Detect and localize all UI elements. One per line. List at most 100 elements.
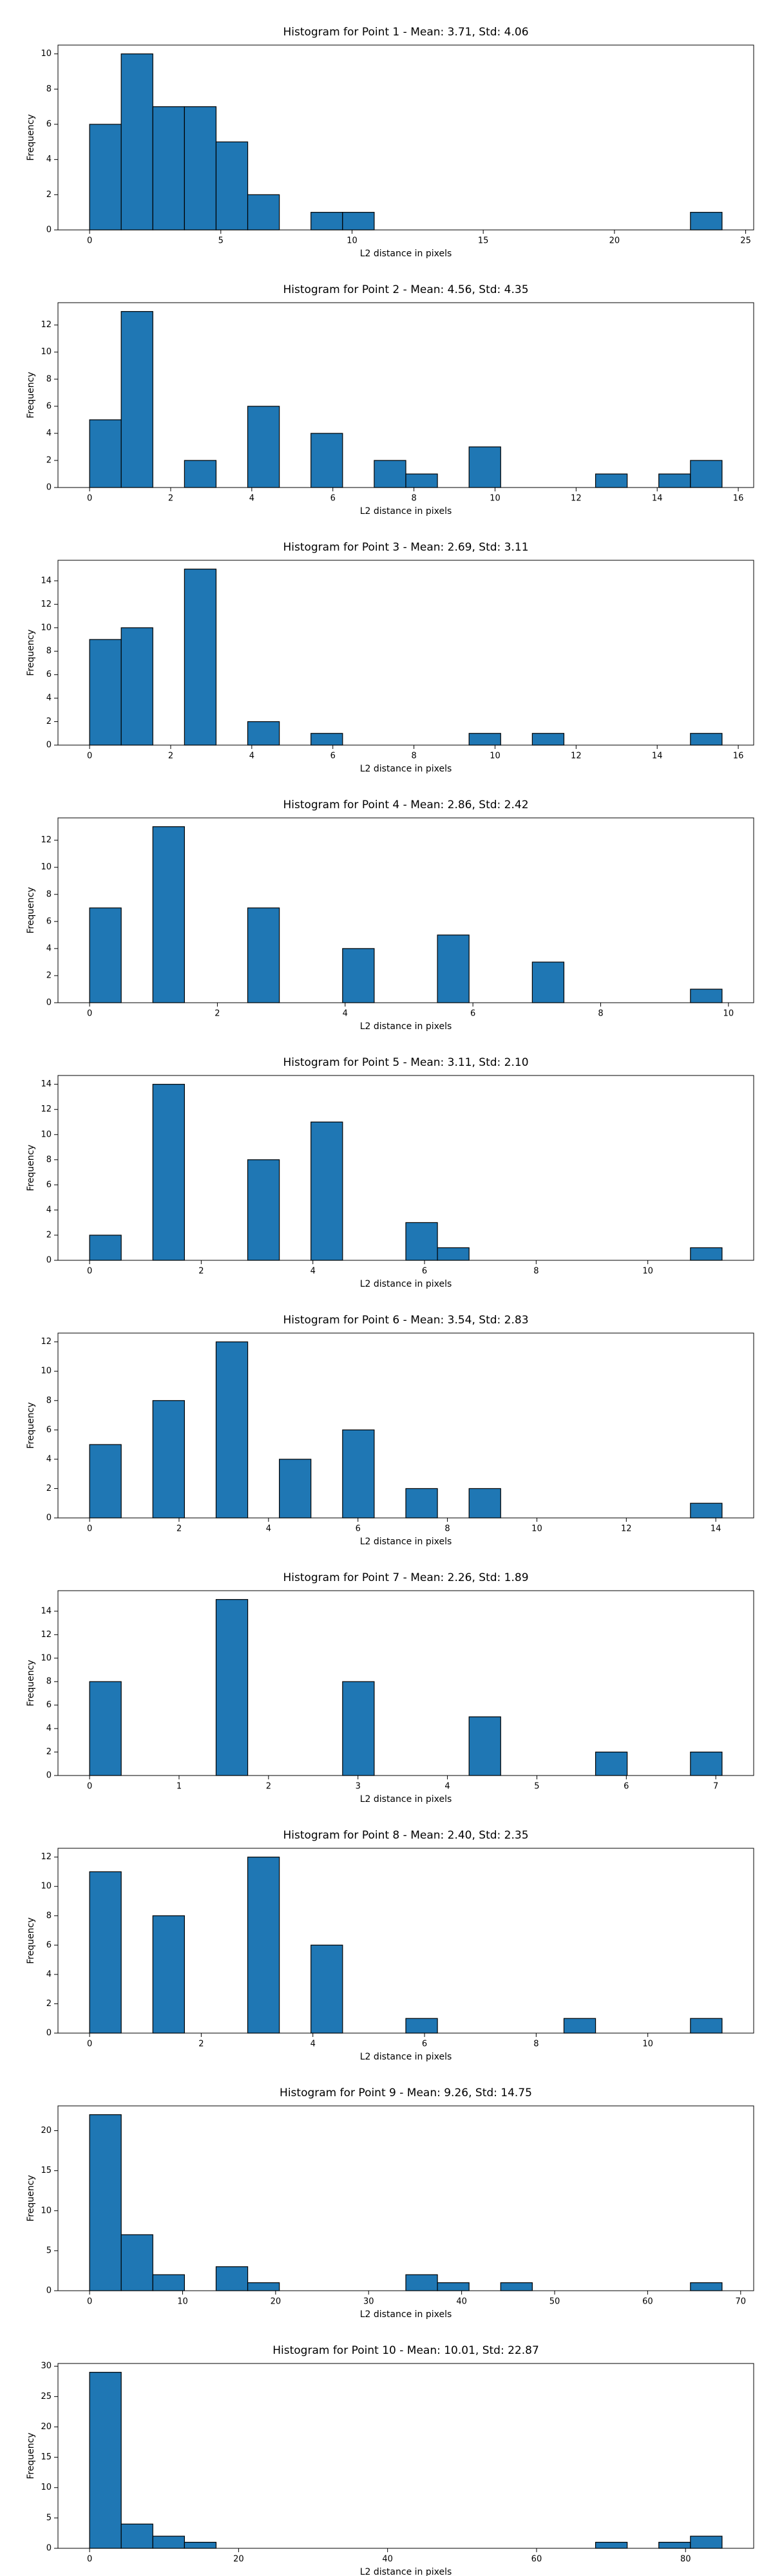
x-axis-label: L2 distance in pixels — [360, 1537, 452, 1547]
chart-title: Histogram for Point 7 - Mean: 2.26, Std:… — [283, 1571, 528, 1584]
chart-title: Histogram for Point 1 - Mean: 3.71, Std:… — [283, 26, 528, 39]
axes-frame — [57, 302, 754, 488]
y-tick-label: 10 — [41, 862, 52, 872]
chart-title: Histogram for Point 4 - Mean: 2.86, Std:… — [283, 799, 528, 811]
x-tick-label: 4 — [249, 494, 254, 504]
y-tick-label: 12 — [41, 1630, 52, 1640]
y-tick-label: 8 — [46, 374, 52, 384]
bar — [405, 1222, 438, 1261]
x-tick-label: 8 — [444, 1524, 450, 1534]
bar — [690, 1247, 723, 1261]
y-tick-label: 30 — [41, 2362, 52, 2371]
bar — [690, 2018, 723, 2034]
bar — [89, 2114, 122, 2291]
bar — [120, 627, 153, 746]
x-tick-label: 10 — [642, 2040, 653, 2049]
x-tick-label: 0 — [87, 1524, 92, 1534]
y-axis-label: Frequency — [26, 887, 36, 933]
y-tick-label: 2 — [46, 1747, 52, 1757]
bar — [563, 2018, 596, 2034]
y-tick-label: 4 — [46, 1205, 52, 1215]
x-tick-label: 0 — [87, 2040, 92, 2049]
bar — [468, 446, 501, 488]
x-tick-label: 6 — [356, 1524, 361, 1534]
x-tick-label: 14 — [652, 752, 663, 761]
x-tick-label: 0 — [87, 494, 92, 504]
y-tick-label: 6 — [46, 120, 52, 129]
y-tick-label: 12 — [41, 600, 52, 609]
bar — [89, 2372, 122, 2549]
bar — [405, 2018, 438, 2034]
y-axis-label: Frequency — [26, 629, 36, 676]
bar — [595, 473, 628, 488]
x-tick-label: 2 — [198, 2040, 204, 2049]
x-tick-label: 0 — [87, 1009, 92, 1019]
y-axis-label: Frequency — [26, 1917, 36, 1964]
bar — [247, 1857, 280, 2034]
x-tick-label: 6 — [422, 2040, 427, 2049]
bar — [120, 53, 153, 231]
axes-frame — [57, 2363, 754, 2549]
x-tick-label: 3 — [356, 1782, 361, 1792]
x-tick-label: 2 — [177, 1524, 182, 1534]
bar — [405, 1488, 438, 1519]
bar — [89, 1235, 122, 1261]
y-tick-label: 4 — [46, 1724, 52, 1734]
x-tick-label: 5 — [534, 1782, 539, 1792]
x-tick-label: 60 — [642, 2297, 653, 2307]
x-tick-label: 8 — [411, 494, 416, 504]
bar — [468, 1488, 501, 1519]
y-axis-label: Frequency — [26, 372, 36, 418]
y-tick-label: 20 — [41, 2126, 52, 2136]
y-axis-label: Frequency — [26, 114, 36, 160]
x-tick-label: 20 — [609, 236, 620, 246]
axes-frame — [57, 1590, 754, 1776]
bar — [152, 1915, 185, 2034]
x-axis-label: L2 distance in pixels — [360, 1021, 452, 1032]
y-tick-label: 0 — [46, 483, 52, 493]
bar — [342, 1681, 375, 1776]
y-tick-label: 0 — [46, 741, 52, 750]
bar — [690, 212, 723, 231]
y-tick-label: 6 — [46, 401, 52, 411]
x-tick-label: 10 — [490, 494, 501, 504]
y-tick-label: 8 — [46, 647, 52, 656]
x-tick-label: 10 — [177, 2297, 188, 2307]
bar — [342, 212, 375, 231]
x-tick-label: 40 — [382, 2555, 393, 2564]
y-tick-label: 2 — [46, 1999, 52, 2009]
bar — [531, 733, 565, 746]
x-tick-label: 25 — [740, 236, 751, 246]
bar — [405, 2274, 438, 2291]
bar — [247, 721, 280, 746]
axes-frame — [57, 2105, 754, 2291]
axes-frame — [57, 1075, 754, 1261]
y-tick-label: 10 — [41, 623, 52, 632]
y-tick-label: 5 — [46, 2246, 52, 2255]
y-tick-label: 0 — [46, 2544, 52, 2553]
x-tick-label: 15 — [478, 236, 489, 246]
y-tick-label: 14 — [41, 576, 52, 585]
x-axis-label: L2 distance in pixels — [360, 1279, 452, 1289]
bar — [310, 1944, 343, 2034]
y-tick-label: 0 — [46, 225, 52, 235]
axes-frame — [57, 817, 754, 1003]
x-tick-label: 16 — [733, 752, 744, 761]
y-tick-label: 10 — [41, 1653, 52, 1663]
bar — [215, 1599, 249, 1776]
y-tick-label: 2 — [46, 190, 52, 200]
y-axis-label: Frequency — [26, 2432, 36, 2479]
bar — [152, 2274, 185, 2291]
bar — [184, 569, 217, 746]
bar — [152, 1084, 185, 1261]
bar — [120, 2234, 153, 2291]
y-tick-label: 6 — [46, 1700, 52, 1710]
x-tick-label: 10 — [531, 1524, 542, 1534]
y-tick-label: 8 — [46, 1396, 52, 1405]
y-tick-label: 10 — [41, 347, 52, 357]
bar — [437, 1247, 470, 1261]
chart-title: Histogram for Point 5 - Mean: 3.11, Std:… — [283, 1056, 528, 1069]
bar — [152, 826, 185, 1003]
bar — [342, 948, 375, 1003]
